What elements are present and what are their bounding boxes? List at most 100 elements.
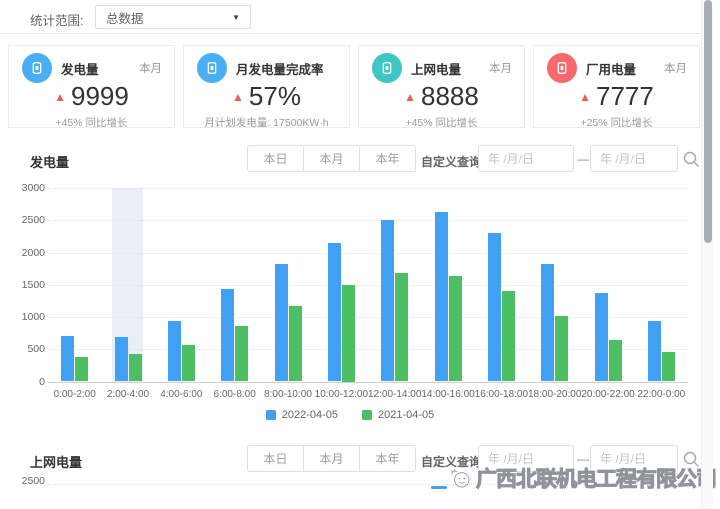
end-date-input[interactable]: [590, 445, 678, 472]
up-arrow-icon: ▲: [404, 90, 417, 104]
card-title: 厂用电量: [586, 62, 637, 77]
card-title: 上网电量: [411, 62, 462, 77]
legend-swatch-blue-icon: [265, 410, 276, 420]
search-icon[interactable]: [682, 450, 700, 468]
today-button[interactable]: 本日: [247, 445, 304, 472]
x-tick-label: 12:00-14:00: [368, 388, 422, 400]
document-icon: [372, 53, 402, 83]
range-button-group: 本日 本月 本年: [247, 445, 416, 472]
scrollbar-track[interactable]: [701, 0, 713, 509]
bar-2021-04-05: [235, 326, 249, 382]
x-tick-label: 2:00-4:00: [106, 388, 150, 400]
month-button[interactable]: 本月: [303, 145, 360, 172]
bar-2022-04-05: [381, 219, 395, 382]
card-monthly-completion: 月发电量完成率 ▲ 57% 月计划发电量: 17500KW·h: [183, 45, 350, 128]
x-tick-label: 18:00-20:00: [528, 388, 582, 400]
month-button[interactable]: 本月: [303, 445, 360, 472]
x-tick-label: 10:00-12:00: [314, 388, 369, 400]
topbar-divider: [0, 33, 701, 34]
bar-2021-04-05: [502, 290, 516, 382]
x-tick-label: 16:00-18:00: [474, 388, 529, 400]
up-arrow-icon: ▲: [232, 90, 244, 104]
card-value: ▲ 57%: [232, 81, 301, 111]
y-tick-label: 2000: [21, 246, 45, 259]
gridline: [48, 317, 688, 318]
section-title: 上网电量: [30, 455, 83, 470]
card-subtext: 月计划发电量: 17500KW·h: [204, 117, 329, 128]
y-tick-label: 0: [39, 375, 45, 388]
start-date-input[interactable]: [478, 445, 574, 472]
y-tick-label: 2500: [21, 475, 45, 487]
bar-2022-04-05: [541, 264, 555, 382]
document-icon: [547, 53, 577, 83]
blue-marker: [431, 486, 447, 489]
gridline: [48, 484, 688, 485]
bar-2022-04-05: [221, 288, 235, 382]
year-button[interactable]: 本年: [359, 145, 416, 172]
card-grid-export: 上网电量 本月 ▲ 8888 +45% 同比增长: [358, 45, 525, 128]
x-tick-label: 14:00-16:00: [421, 388, 475, 400]
card-subtext: +45% 同比增长: [405, 117, 478, 128]
bar-2021-04-05: [128, 354, 142, 382]
end-date-input[interactable]: [590, 145, 678, 172]
up-arrow-icon: ▲: [579, 90, 592, 104]
x-tick-label: 20:00-22:00: [581, 388, 635, 400]
x-tick-label: 6:00-8:00: [213, 388, 256, 400]
chart-legend: 2022-04-05 2021-04-05: [0, 409, 700, 421]
card-plant-use: 厂用电量 本月 ▲ 7777 +25% 同比增长: [533, 45, 700, 128]
document-icon: [197, 53, 227, 83]
card-title: 月发电量完成率: [236, 62, 324, 77]
card-value: ▲ 7777: [579, 81, 654, 111]
custom-query-label: 自定义查询:: [421, 155, 485, 169]
grid-export-section-header: 上网电量 本日 本月 本年 自定义查询: —: [0, 445, 700, 473]
y-tick-label: 2500: [21, 214, 45, 227]
bar-2022-04-05: [434, 211, 448, 382]
gridline: [48, 188, 688, 189]
legend-label: 2022-04-05: [281, 409, 338, 421]
start-date-input[interactable]: [478, 145, 574, 172]
x-tick-label: 4:00-6:00: [160, 388, 203, 400]
section-title: 发电量: [30, 155, 70, 170]
bar-2021-04-05: [75, 356, 89, 382]
range-button-group: 本日 本月 本年: [247, 145, 416, 172]
custom-query-label: 自定义查询:: [421, 455, 485, 469]
generation-section-header: 发电量 本日 本月 本年 自定义查询: —: [0, 145, 700, 173]
bar-2022-04-05: [328, 243, 342, 382]
bar-2022-04-05: [488, 232, 502, 382]
card-title: 发电量: [61, 62, 99, 77]
date-range-dash: —: [577, 452, 589, 466]
gridline: [48, 220, 688, 222]
bar-2021-04-05: [555, 316, 569, 382]
stats-scope-label: 统计范围:: [30, 14, 84, 28]
y-tick-label: 500: [27, 343, 45, 356]
bar-2022-04-05: [168, 320, 182, 382]
card-value: ▲ 8888: [404, 81, 479, 111]
x-tick-label: 8:00-10:00: [264, 388, 312, 400]
stats-scope-select[interactable]: 总数据 ▼: [95, 5, 251, 29]
stats-scope-value: 总数据: [106, 11, 144, 26]
card-value: ▲ 9999: [54, 81, 129, 111]
scrollbar-thumb[interactable]: [703, 0, 712, 243]
gridline: [48, 349, 688, 351]
bar-2022-04-05: [114, 336, 128, 382]
y-tick-label: 1500: [21, 278, 45, 291]
stat-cards: 发电量 本月 ▲ 9999 +45% 同比增长 月发电量完成率 ▲ 57% 月计划发…: [8, 45, 700, 128]
legend-item-2021[interactable]: 2021-04-05: [362, 409, 434, 421]
y-tick-label: 1000: [21, 311, 45, 323]
search-icon[interactable]: [682, 150, 700, 168]
card-period: 本月: [664, 63, 687, 75]
legend-label: 2021-04-05: [378, 409, 435, 421]
bar-2021-04-05: [182, 344, 196, 382]
bar-2021-04-05: [662, 351, 676, 382]
year-button[interactable]: 本年: [359, 445, 416, 472]
card-period: 本月: [489, 63, 512, 75]
bar-2022-04-05: [594, 293, 608, 382]
gridline: [48, 381, 688, 383]
card-generation: 发电量 本月 ▲ 9999 +45% 同比增长: [8, 45, 175, 128]
today-button[interactable]: 本日: [247, 145, 304, 172]
bar-2022-04-05: [61, 336, 75, 382]
bar-2021-04-05: [342, 284, 356, 382]
legend-item-2022[interactable]: 2022-04-05: [265, 409, 338, 421]
